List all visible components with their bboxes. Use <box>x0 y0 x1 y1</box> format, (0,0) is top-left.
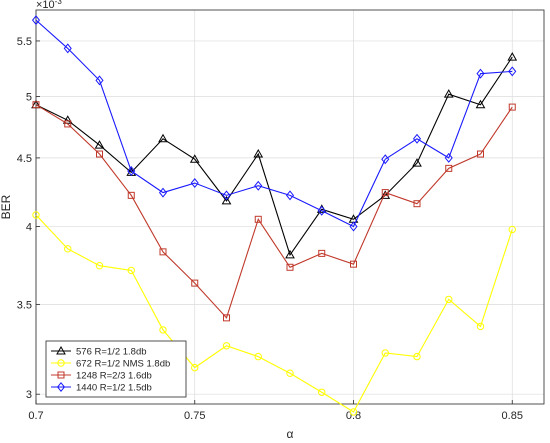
data-point <box>285 190 295 201</box>
plot-area-frame <box>35 9 545 405</box>
series-4 <box>31 15 517 232</box>
data-point <box>475 99 486 109</box>
series-line <box>35 214 513 413</box>
data-point <box>222 190 231 201</box>
x-axis-label: α <box>287 427 294 441</box>
y-tick-label: 3.5 <box>17 299 32 311</box>
data-point <box>445 164 453 172</box>
data-point <box>253 149 264 158</box>
data-point <box>127 266 135 275</box>
data-point <box>285 249 295 259</box>
data-point <box>221 195 232 205</box>
y-tick-label: 4 <box>26 222 32 234</box>
y-tick-label: 4.5 <box>17 153 32 165</box>
data-point <box>190 178 199 189</box>
data-point <box>412 133 422 144</box>
series-2 <box>32 211 516 416</box>
data-point <box>95 75 104 86</box>
data-point <box>223 314 230 322</box>
series-lines <box>31 15 518 416</box>
data-point <box>63 43 72 54</box>
y-tick-label: 5.5 <box>17 36 32 48</box>
data-point <box>32 101 40 109</box>
series-1 <box>31 52 518 259</box>
data-point <box>477 150 484 158</box>
legend-entry: 576 R=1/2 1.8db <box>76 347 147 358</box>
series-3 <box>32 101 516 322</box>
data-point <box>127 166 136 176</box>
data-point <box>318 249 326 257</box>
data-point <box>191 279 199 287</box>
data-point <box>191 363 199 372</box>
y-tick-label: 3 <box>26 389 32 401</box>
legend-entry: 1440 R=1/2 1.5db <box>76 383 152 394</box>
data-point <box>508 66 517 77</box>
y-tick-label: 5 <box>26 91 32 103</box>
data-point <box>349 221 358 232</box>
legend-marker <box>57 371 65 379</box>
data-point <box>413 200 421 208</box>
data-point <box>62 115 73 124</box>
data-point <box>412 158 422 167</box>
data-point <box>317 205 326 216</box>
y-exponent-power: -3 <box>55 0 63 6</box>
data-point <box>159 326 167 334</box>
legend-marker <box>56 345 66 355</box>
data-point <box>476 68 485 79</box>
data-point <box>96 150 103 158</box>
y-axis-label: BER <box>0 194 13 219</box>
series-line <box>35 56 513 257</box>
legend-marker <box>57 359 65 367</box>
data-point <box>381 154 390 165</box>
data-point <box>158 187 168 198</box>
data-point <box>64 245 72 253</box>
data-point <box>318 388 326 396</box>
x-tick-label: 0.8 <box>346 410 361 422</box>
data-point <box>350 260 357 268</box>
data-point <box>64 120 72 128</box>
data-point <box>413 352 421 361</box>
y-exponent-base: ×10 <box>36 0 55 11</box>
data-point <box>95 262 104 270</box>
data-point <box>381 189 389 197</box>
legend-entry: 672 R=1/2 NMS 1.8db <box>76 359 170 370</box>
data-point <box>127 191 135 199</box>
data-point <box>380 190 391 199</box>
data-point <box>476 322 485 331</box>
legend-entry: 1248 R=2/3 1.6db <box>76 371 152 382</box>
x-tick-label: 0.7 <box>28 410 43 422</box>
series-line <box>35 104 513 319</box>
data-point <box>508 225 516 234</box>
data-point <box>254 352 262 361</box>
data-point <box>443 89 454 98</box>
data-point <box>444 152 453 163</box>
data-point <box>254 180 263 191</box>
y-axis-ticks: 3 3.5 4 4.5 5 5.5 <box>17 36 40 401</box>
data-point <box>189 154 200 163</box>
series-line <box>35 19 513 228</box>
grid-lines <box>35 10 544 404</box>
data-point <box>254 215 262 223</box>
data-point <box>508 103 516 111</box>
legend-marker <box>56 382 66 392</box>
data-point <box>286 369 294 377</box>
data-point <box>31 15 41 26</box>
data-point <box>286 263 294 271</box>
data-point <box>222 342 231 350</box>
data-point <box>32 211 40 219</box>
data-point <box>349 408 358 416</box>
data-point <box>445 295 453 304</box>
data-point <box>381 349 389 357</box>
data-point <box>158 133 168 143</box>
x-tick-label: 0.85 <box>502 410 523 422</box>
data-point <box>94 140 105 149</box>
legend-box <box>45 340 187 398</box>
x-tick-label: 0.75 <box>184 410 205 422</box>
data-point <box>507 52 518 61</box>
x-axis-ticks: 0.7 0.75 0.8 0.85 <box>28 400 523 422</box>
data-point <box>159 248 167 256</box>
y-axis-exponent: ×10-3 <box>36 0 62 11</box>
